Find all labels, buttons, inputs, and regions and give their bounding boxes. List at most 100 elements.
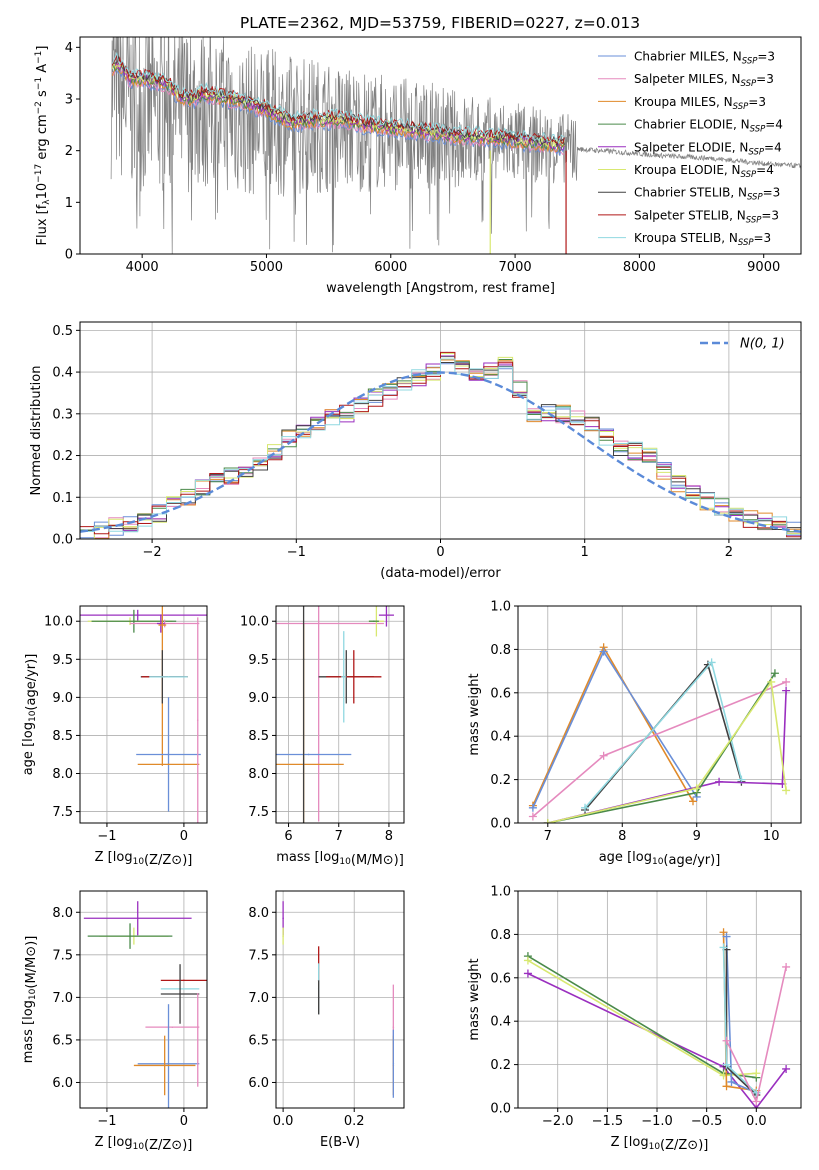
y-axis-label: mass weight: [467, 673, 482, 755]
axes-frame: [517, 890, 802, 1109]
figure-title: PLATE=2362, MJD=53759, FIBERID=0227, z=0…: [240, 14, 640, 32]
y-axis-label: mass [log10(M/M⊙)]: [21, 936, 39, 1064]
x-tick-label: 4000: [126, 260, 159, 275]
x-tick-label: 0.0: [746, 1114, 767, 1129]
series-marker: [782, 677, 791, 686]
y-tick-label: 0.5: [52, 324, 73, 339]
y-tick-label: 2: [65, 144, 73, 159]
x-tick-label: −2.0: [542, 1114, 574, 1129]
y-tick-label: 0.6: [490, 686, 511, 701]
x-tick-label: 8000: [623, 260, 656, 275]
data-point: [302, 658, 305, 661]
series-marker: [715, 777, 724, 786]
x-tick-label: 0.0: [273, 1114, 294, 1129]
series-marker: [782, 786, 791, 795]
data-point: [282, 917, 284, 920]
y-tick-label: 6.0: [248, 1076, 269, 1091]
plot-area-massweight_vs_Z: [518, 891, 801, 1108]
x-axis-label: Z [log10(Z/Z⊙)]: [95, 850, 193, 868]
axes-frame: [79, 890, 208, 1109]
data-point: [307, 753, 310, 756]
panel-age_vs_mass: 6 7 8 7.5 8.0 8.5 9.0 9.5 10.0 mass [log10(M/M⊙)]: [240, 605, 405, 868]
y-tick-label: 0.4: [490, 1015, 511, 1030]
series-marker: [528, 803, 537, 812]
x-axis-label: wavelength [Angstrom, rest frame]: [326, 281, 555, 296]
plot-area-residuals: [80, 322, 801, 539]
legend-entry: N(0, 1): [740, 337, 785, 352]
y-tick-label: 8.0: [52, 767, 73, 782]
y-tick-label: 7.0: [52, 991, 73, 1006]
data-point: [385, 614, 388, 616]
series-marker: [722, 1060, 731, 1069]
series-line-chabrier-elodie: [527, 955, 757, 1079]
y-tick-label: 0.1: [52, 491, 73, 506]
y-tick-label: 0: [65, 248, 73, 263]
legend-entry: Kroupa MILES, NSSP=3: [634, 95, 766, 112]
axes-frame: [275, 605, 405, 824]
series-marker: [599, 751, 608, 760]
x-axis-label: Z [log10(Z/Z⊙)]: [611, 1135, 709, 1153]
y-tick-label: 6.5: [52, 1033, 73, 1048]
y-tick-label: 1.0: [490, 885, 511, 900]
series-marker: [722, 1082, 731, 1091]
legend-entry: Salpeter MILES, NSSP=3: [634, 72, 774, 89]
y-tick-label: 0.3: [52, 407, 73, 422]
panel-mass_vs_Z: −1 0 6.0 6.5 7.0 7.5 8.0 Z [log10(Z/Z⊙)] mass [l…: [21, 890, 208, 1153]
y-tick-label: 7.5: [248, 948, 269, 963]
x-tick-label: 7: [335, 829, 343, 844]
series-line-kroupa-miles: [532, 645, 694, 806]
y-axis-label: age [log10(age/yr)]: [21, 654, 39, 776]
x-tick-label: 6000: [374, 260, 407, 275]
data-point: [136, 917, 139, 920]
series-line-chabrier-miles: [532, 649, 698, 809]
y-tick-label: 9.5: [248, 653, 269, 668]
panel-age_vs_Z: −1 0 7.5 8.0 8.5 9.0 9.5 10.0 Z [log10(Z/Z⊙)] age…: [21, 605, 208, 868]
y-tick-label: 6.5: [248, 1033, 269, 1048]
y-tick-label: 1: [65, 196, 73, 211]
panel-massweight_vs_age: 7 8 9 10 0.0 0.2 0.4 0.6 0.8 1.0 age [log10(age/yr…: [467, 600, 802, 868]
plot-area-massweight_vs_age: [518, 606, 801, 823]
legend-entry: Chabrier ELODIE, NSSP=4: [634, 118, 783, 135]
legend-entry: Salpeter STELIB, NSSP=3: [634, 208, 779, 225]
y-tick-label: 4: [65, 41, 73, 56]
x-tick-label: 8: [618, 829, 626, 844]
series-marker: [692, 784, 701, 793]
panel-residuals: −2 −1 0 1 2 0.0 0.1 0.2 0.3 0.4 0.5 (data-model)/er…: [29, 321, 802, 581]
x-tick-label: −1: [287, 545, 306, 560]
x-tick-label: 9: [693, 829, 701, 844]
series-marker: [782, 1064, 791, 1073]
x-tick-label: −1.5: [592, 1114, 624, 1129]
legend-entry: Kroupa ELODIE, NSSP=4: [634, 163, 774, 180]
x-tick-label: 8: [385, 829, 393, 844]
y-axis-label: mass weight: [467, 958, 482, 1040]
y-tick-label: 8.0: [248, 906, 269, 921]
x-axis-label: mass [log10(M/M⊙)]: [276, 850, 404, 868]
series-marker: [719, 928, 728, 937]
y-tick-label: 0.2: [52, 449, 73, 464]
y-tick-label: 7.5: [52, 805, 73, 820]
x-tick-label: 10: [763, 829, 780, 844]
data-point: [282, 935, 284, 937]
x-tick-label: 2: [725, 545, 733, 560]
series-marker: [523, 969, 532, 978]
y-tick-label: 0.2: [490, 773, 511, 788]
data-point: [317, 996, 320, 999]
x-tick-label: 9000: [747, 260, 780, 275]
x-axis-label: age [log10(age/yr)]: [599, 850, 721, 868]
series-marker: [770, 669, 779, 678]
x-tick-label: 0.2: [344, 1114, 365, 1129]
panel-massweight_vs_Z: −2.0 −1.5 −1.0 −0.5 0.0 0.0 0.2 0.4 0.6 0.8 1.0 Z […: [467, 885, 802, 1153]
y-tick-label: 6.0: [52, 1076, 73, 1091]
series-marker: [523, 956, 532, 965]
data-point: [183, 979, 185, 982]
data-point: [317, 622, 320, 625]
series-marker: [719, 943, 728, 952]
data-point: [167, 753, 170, 756]
y-tick-label: 8.0: [52, 906, 73, 921]
x-tick-label: −0.5: [691, 1114, 723, 1129]
data-point: [196, 1039, 199, 1041]
model-line-kroupa-stelib: [111, 51, 565, 144]
y-tick-label: 0.4: [490, 730, 511, 745]
panel-spectrum: 4000 5000 6000 7000 8000 9000 0 1 2 3 4 wavelength …: [34, 36, 802, 296]
